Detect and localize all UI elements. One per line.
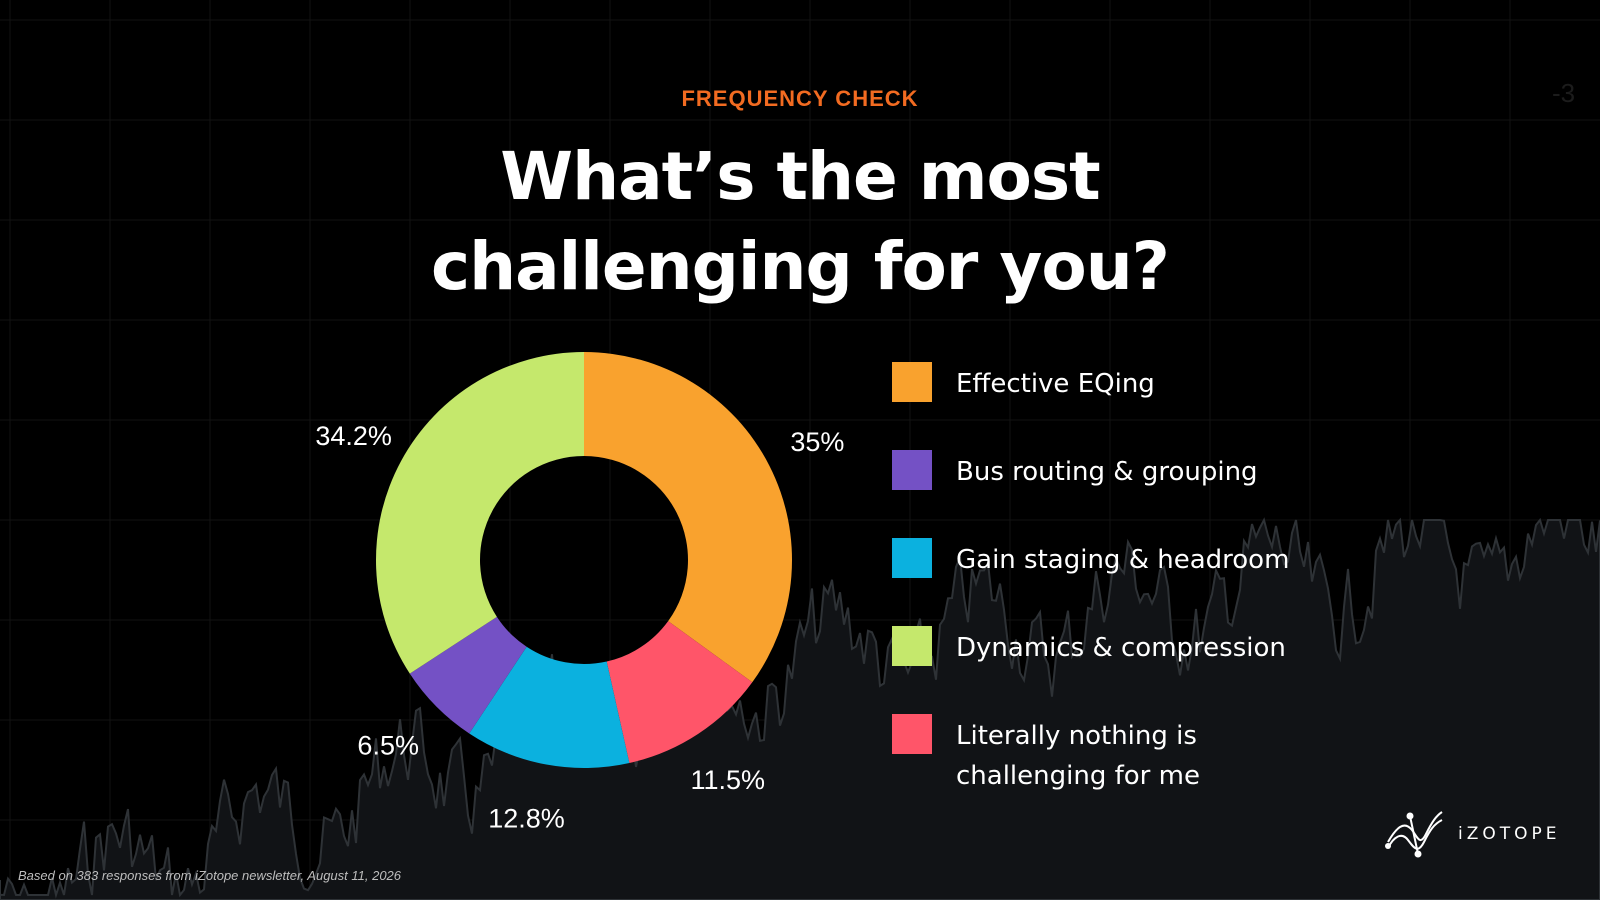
slice-dynamics-label: 34.2% — [315, 421, 392, 451]
legend-label-line-1: Literally nothing is — [956, 721, 1197, 751]
izotope-logo-icon — [1385, 811, 1443, 858]
corner-scale-mark: -3 — [1552, 78, 1576, 108]
page-title: What’s the most challenging for you? — [300, 132, 1300, 312]
eyebrow-label: FREQUENCY CHECK — [681, 86, 919, 111]
brand-logo: iZOTOPE — [1382, 802, 1557, 866]
slice-dynamics — [376, 352, 584, 674]
title-line-1: What’s the most — [500, 138, 1100, 215]
slice-nothing-challenging-label: 11.5% — [691, 765, 766, 795]
brand-name: iZOTOPE — [1458, 824, 1561, 844]
legend-swatch — [892, 714, 932, 754]
slice-nothing-challenging — [606, 621, 753, 763]
legend-swatch — [892, 538, 932, 578]
slice-bus-routing — [409, 616, 527, 734]
legend-swatch — [892, 450, 932, 490]
footnote: Based on 383 responses from iZotope news… — [18, 868, 402, 883]
legend-label: Effective EQing — [956, 369, 1155, 399]
legend-swatch — [892, 362, 932, 402]
slice-bus-routing-label: 6.5% — [357, 731, 419, 761]
legend-swatch — [892, 626, 932, 666]
title-line-2: challenging for you? — [431, 228, 1170, 305]
slice-gain-staging-label: 12.8% — [488, 804, 565, 834]
slice-gain-staging — [469, 646, 630, 768]
legend-label: Dynamics & compression — [956, 633, 1286, 663]
legend-label: Gain staging & headroom — [956, 545, 1290, 575]
legend-label: Bus routing & grouping — [956, 457, 1258, 487]
slice-effective-eqing-label: 35% — [790, 427, 844, 457]
background-waveform — [0, 517, 1600, 900]
legend-label-line-2: challenging for me — [956, 761, 1200, 791]
legend-label: Literally nothing is challenging for me — [956, 716, 1396, 796]
slice-effective-eqing — [584, 351, 793, 683]
